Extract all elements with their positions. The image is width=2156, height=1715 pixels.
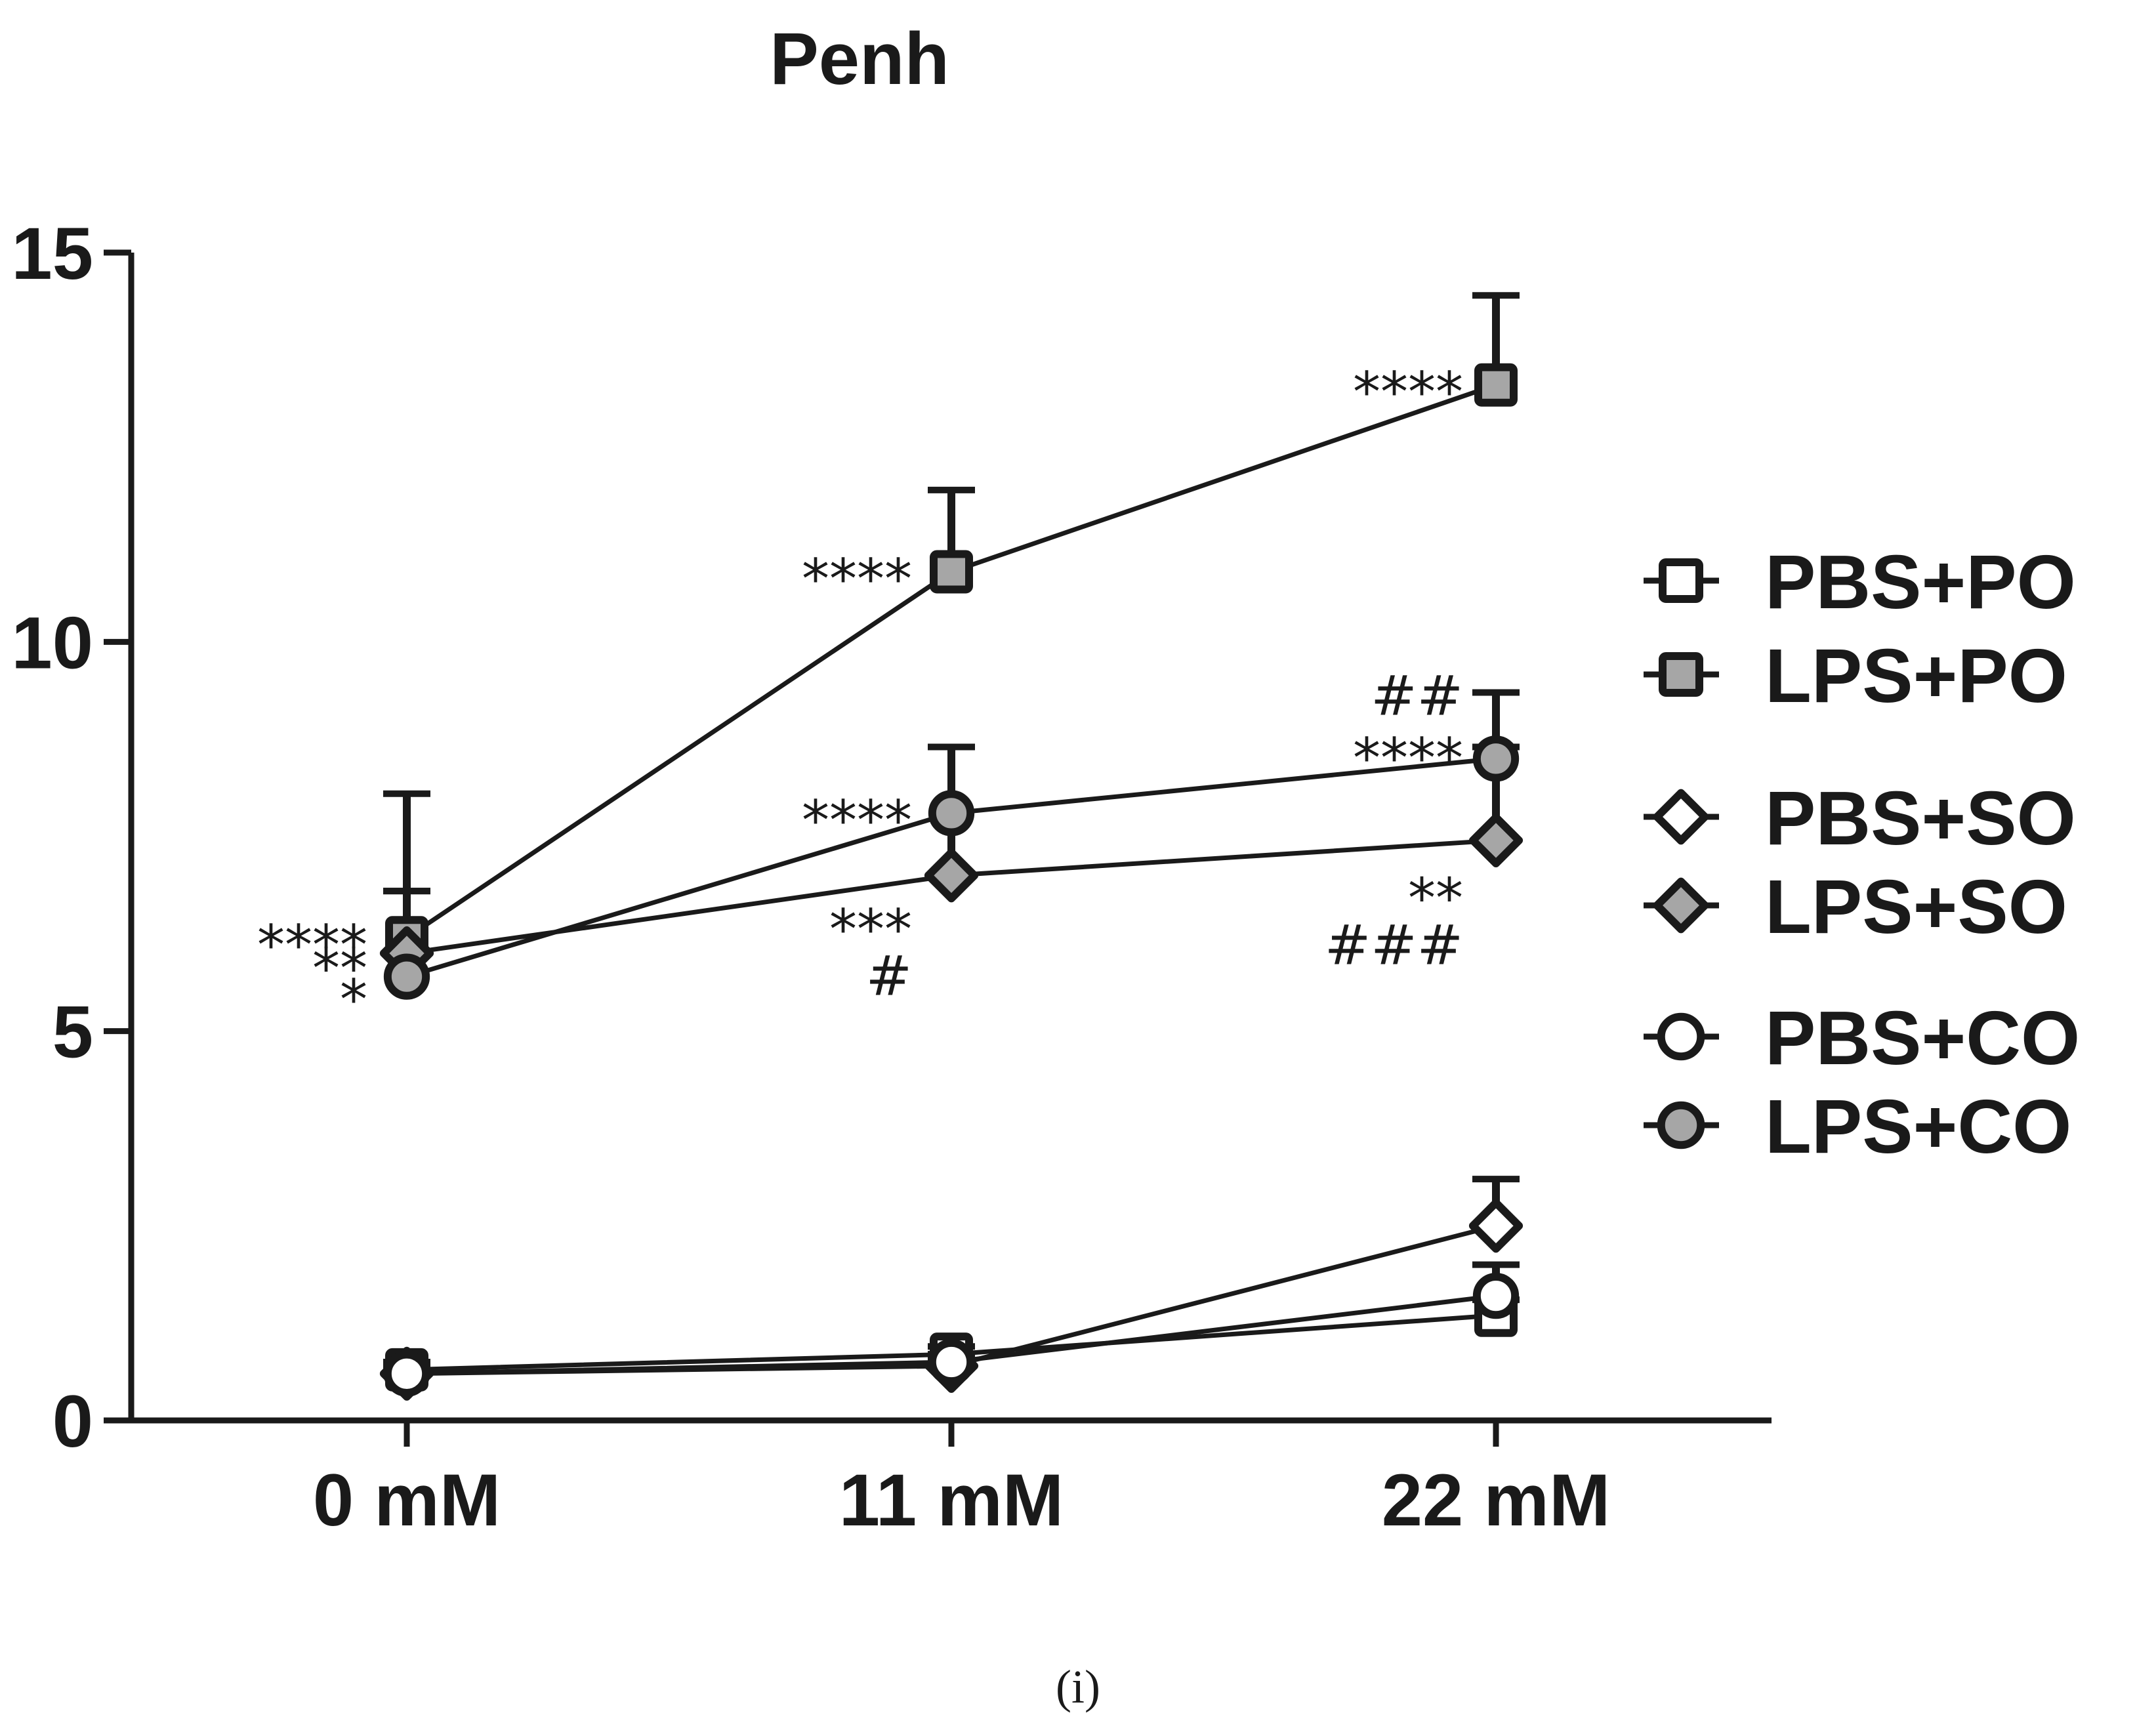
significance-annotation: ### — [1325, 913, 1463, 977]
data-point — [1472, 735, 1520, 782]
significance-annotation: *** — [829, 898, 912, 962]
data-point — [383, 953, 430, 1000]
x-tick-label: 22 mM — [1382, 1459, 1611, 1541]
significance-annotation: **** — [257, 913, 367, 977]
legend-marker — [1657, 1012, 1705, 1061]
data-point — [1468, 813, 1524, 868]
legend-label: LPS+CO — [1765, 1084, 2071, 1169]
data-point — [930, 550, 973, 594]
y-tick-label: 5 — [52, 991, 93, 1073]
legend-label: PBS+SO — [1765, 775, 2076, 861]
data-point — [928, 1338, 975, 1386]
legend-marker — [1657, 1101, 1705, 1149]
legend-label: PBS+PO — [1765, 539, 2076, 625]
significance-annotation: ** — [312, 936, 367, 1001]
x-tick-label: 0 mM — [313, 1459, 501, 1541]
legend-label: LPS+PO — [1765, 633, 2067, 718]
legend-label: PBS+CO — [1765, 995, 2080, 1081]
annotations: ******************#****##******### — [257, 360, 1463, 1032]
data-point — [924, 848, 979, 903]
legend-marker — [1659, 558, 1703, 603]
axes: 0 5 10 15 0 mM 11 mM 22 mM — [11, 213, 1772, 1541]
y-tick-label: 0 — [52, 1380, 93, 1462]
legend-marker — [1653, 789, 1709, 845]
chart-title: Penh — [770, 18, 949, 100]
legend-marker — [1659, 652, 1703, 697]
y-tick-label: 10 — [11, 602, 93, 684]
significance-annotation: **** — [1353, 726, 1463, 790]
data-point — [1472, 1272, 1520, 1319]
data-point — [928, 790, 975, 837]
x-tick-label: 11 mM — [839, 1459, 1064, 1541]
significance-annotation: **** — [802, 788, 912, 852]
data-point — [1468, 1199, 1524, 1253]
y-tick-label: 15 — [11, 213, 93, 295]
data-point — [383, 1350, 430, 1397]
legend-label: LPS+SO — [1765, 864, 2067, 949]
significance-annotation: **** — [1353, 360, 1463, 424]
figure-caption: (i) — [1056, 1661, 1100, 1713]
significance-annotation: ## — [1371, 664, 1463, 728]
significance-annotation: ** — [1408, 866, 1463, 930]
significance-annotation: * — [340, 967, 367, 1031]
data-point — [1474, 363, 1518, 407]
significance-annotation: # — [866, 944, 912, 1008]
significance-annotation: **** — [802, 547, 912, 611]
markers — [379, 363, 1524, 1401]
legend-marker — [1653, 877, 1709, 934]
